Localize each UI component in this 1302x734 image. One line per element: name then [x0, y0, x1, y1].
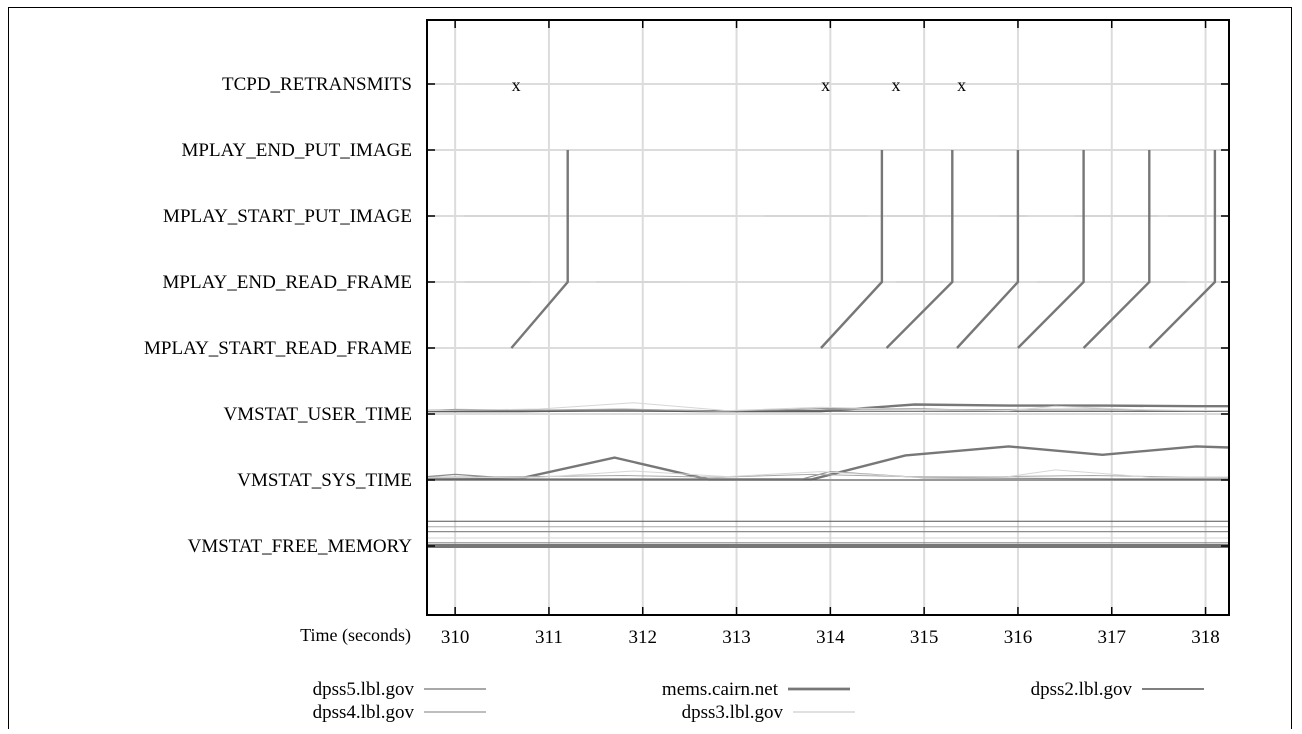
legend: dpss5.lbl.gov mems.cairn.net dpss2.lbl.gov…: [313, 679, 1204, 723]
series-line: [426, 469, 1230, 479]
event-label: MPLAY_START_READ_FRAME: [144, 338, 412, 359]
event-label: VMSTAT_SYS_TIME: [237, 470, 412, 491]
event-label: MPLAY_END_READ_FRAME: [163, 272, 413, 293]
x-tick-label: 314: [816, 627, 845, 648]
label-layer: Time (seconds) 310 311 312 313 314 315 316 317 3…: [144, 74, 1220, 648]
mplay-lifeline: [510, 150, 569, 349]
mplay-lifeline: [885, 150, 954, 349]
x-tick-label: 315: [910, 627, 939, 648]
x-tick-label: 311: [535, 627, 563, 648]
mplay-lifeline: [1082, 150, 1151, 349]
mplay-lifeline: [1017, 150, 1085, 349]
x-axis-label: Time (seconds): [300, 625, 411, 646]
mplay-lifeline: [1148, 150, 1217, 349]
series-line: [426, 445, 1230, 481]
legend-label: dpss3.lbl.gov: [682, 702, 784, 723]
plot-area-border: [426, 19, 1230, 616]
x-tick-label: 313: [722, 627, 751, 648]
x-tick-label: 310: [441, 627, 470, 648]
event-label: MPLAY_START_PUT_IMAGE: [163, 206, 412, 227]
event-label: VMSTAT_USER_TIME: [224, 404, 413, 425]
retransmit-marker: x: [957, 75, 966, 95]
event-label: MPLAY_END_PUT_IMAGE: [182, 140, 412, 161]
grid-lines: [427, 20, 1229, 615]
legend-label: dpss4.lbl.gov: [313, 702, 415, 723]
x-tick-label: 317: [1097, 627, 1126, 648]
event-label: VMSTAT_FREE_MEMORY: [188, 536, 413, 557]
mplay-lifeline: [956, 150, 1020, 349]
mplay-lifeline: [820, 150, 884, 349]
x-tick-label: 318: [1191, 627, 1220, 648]
legend-label: mems.cairn.net: [662, 679, 779, 700]
legend-label: dpss2.lbl.gov: [1031, 679, 1133, 700]
legend-label: dpss5.lbl.gov: [313, 679, 415, 700]
axis-layer: [426, 19, 1230, 616]
chart-frame: [8, 7, 1292, 729]
series-line: [426, 402, 1230, 412]
event-label: TCPD_RETRANSMITS: [222, 74, 412, 95]
retransmit-marker: x: [821, 75, 830, 95]
x-tick-label: 312: [628, 627, 657, 648]
x-tick-label: 316: [1004, 627, 1033, 648]
retransmit-marker: x: [892, 75, 901, 95]
retransmit-marker: x: [512, 75, 521, 95]
